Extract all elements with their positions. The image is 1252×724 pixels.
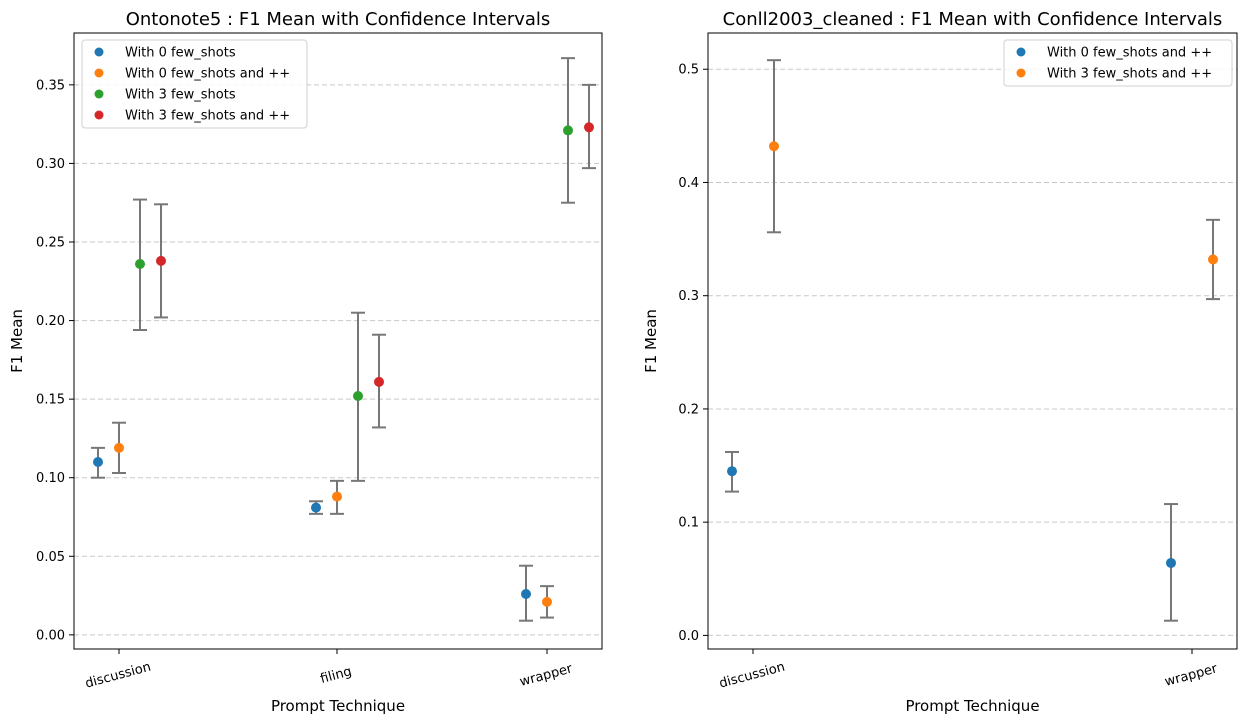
legend-box: [81, 39, 308, 129]
legend-marker: [94, 68, 104, 78]
y-tick-label: 0.5: [678, 63, 699, 78]
y-tick-label: 0.20: [36, 314, 65, 329]
legend: With 0 few_shots and ++ With 3 few_shots …: [1003, 39, 1233, 87]
data-point: [353, 391, 363, 401]
legend-label: With 3 few_shots and ++: [1047, 67, 1212, 82]
x-axis-label: Prompt Technique: [905, 697, 1039, 715]
x-tick-label: discussion: [84, 660, 153, 692]
y-tick-label: 0.05: [36, 550, 65, 565]
x-tick-label: discussion: [718, 660, 787, 692]
x-tick-label: wrapper: [518, 661, 574, 690]
data-point: [311, 502, 321, 513]
x-tick-label: filing: [319, 664, 354, 687]
y-tick-label: 0.25: [36, 236, 65, 251]
legend-label: With 3 few_shots: [125, 88, 236, 103]
legend: With 0 few_shots With 0 few_shots and ++ W…: [81, 39, 308, 129]
legend-label: With 0 few_shots and ++: [1047, 46, 1212, 61]
y-tick-label: 0.3: [678, 289, 699, 304]
x-axis-label: Prompt Technique: [271, 697, 405, 715]
x-tick-label: wrapper: [1163, 661, 1219, 690]
legend-marker: [94, 110, 104, 120]
chart-panel-2: 0.0 0.1 0.2 0.3 0.4 0.5 discussion wrapper Conll…: [642, 9, 1238, 715]
y-tick-label: 0.0: [678, 629, 699, 644]
legend-marker: [94, 47, 104, 57]
y-axis-label: F1 Mean: [8, 309, 26, 373]
legend-marker: [94, 89, 104, 99]
data-point: [156, 255, 166, 266]
legend-label: With 3 few_shots and ++: [125, 109, 290, 124]
data-point: [521, 589, 531, 599]
data-point: [135, 259, 145, 269]
legend-box: [1003, 39, 1233, 87]
data-point: [584, 122, 594, 133]
y-tick-label: 0.1: [678, 516, 699, 531]
y-axis-label: F1 Mean: [642, 309, 660, 373]
data-point: [542, 596, 552, 607]
data-point: [769, 141, 779, 152]
data-point: [114, 442, 124, 453]
axes-frame: [73, 32, 603, 650]
legend-label: With 0 few_shots: [125, 46, 236, 61]
axes-frame: [707, 32, 1238, 650]
chart-panel-1: 0.00 0.05 0.10 0.15 0.20 0.25 0.30 0.35 discussi…: [8, 9, 603, 715]
chart-title: Ontonote5 : F1 Mean with Confidence Inte…: [126, 9, 551, 30]
y-tick-label: 0.4: [678, 176, 699, 191]
y-tick-label: 0.15: [36, 393, 65, 408]
data-point: [1208, 254, 1218, 265]
data-point: [1166, 557, 1176, 568]
y-tick-label: 0.10: [36, 471, 65, 486]
data-point: [727, 466, 737, 477]
legend-marker: [1016, 47, 1026, 57]
y-tick-label: 0.2: [678, 402, 699, 417]
y-tick-label: 0.35: [36, 78, 65, 93]
chart-title: Conll2003_cleaned : F1 Mean with Confide…: [723, 9, 1223, 30]
data-point: [332, 491, 342, 502]
y-tick-label: 0.00: [36, 628, 65, 643]
legend-label: With 0 few_shots and ++: [125, 67, 290, 82]
data-point: [93, 457, 103, 467]
data-point: [563, 125, 573, 136]
data-point: [374, 376, 384, 387]
y-tick-label: 0.30: [36, 157, 65, 172]
legend-marker: [1016, 68, 1026, 78]
